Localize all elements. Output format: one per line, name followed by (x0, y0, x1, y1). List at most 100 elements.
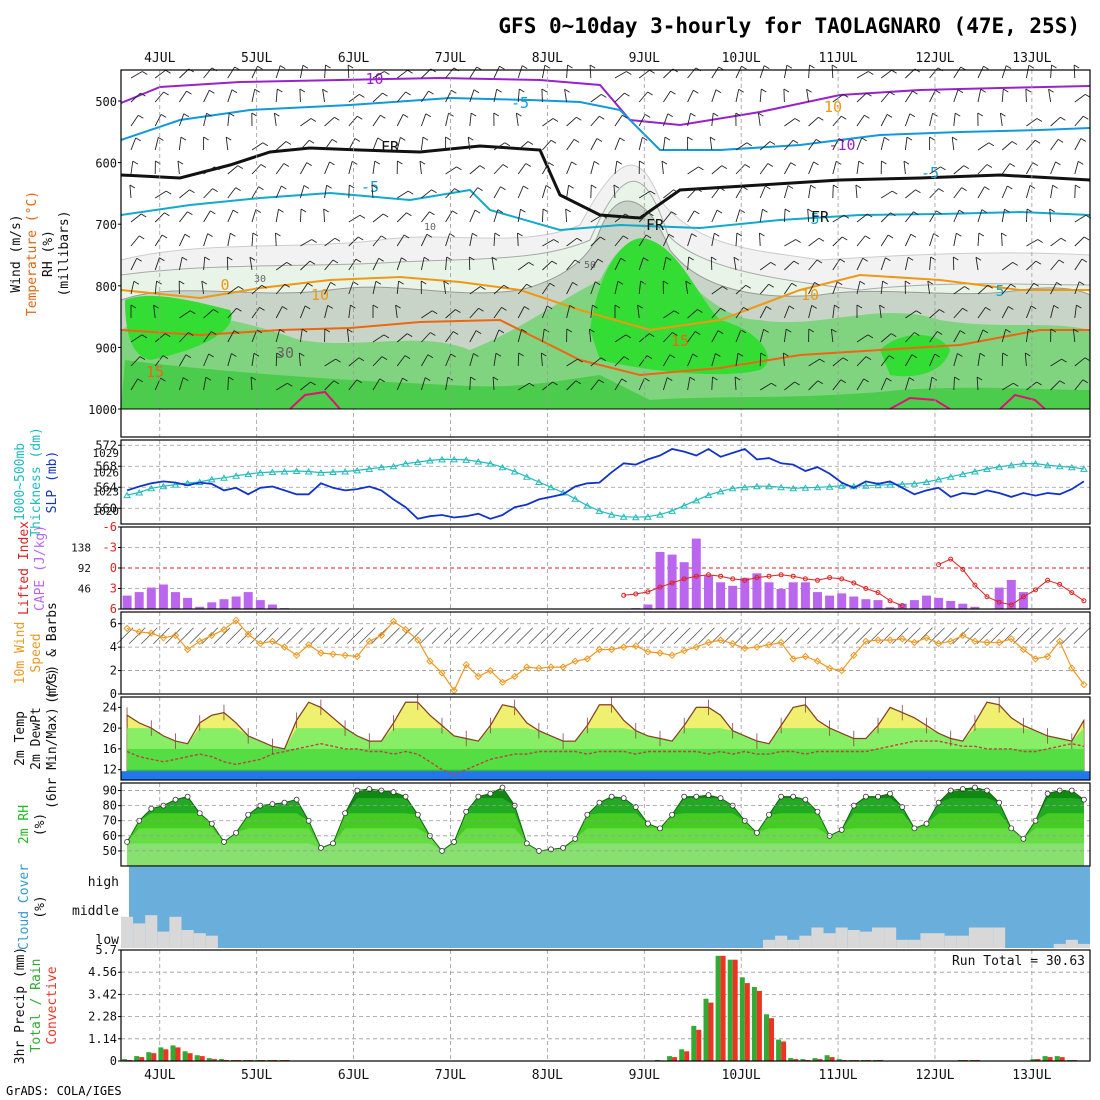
upper-wind-barb (832, 305, 835, 319)
upper-wind-barb (856, 92, 867, 103)
upper-wind-barb (977, 329, 984, 343)
temp-panel-frame (120, 696, 1091, 781)
wind-speed-point (1080, 680, 1088, 689)
low-cloud-bar (835, 927, 848, 948)
upper-wind-barb-flag (235, 187, 241, 191)
upper-wind-barb-flag (841, 115, 847, 120)
upper-wind-barb (275, 163, 285, 175)
cape-bar (740, 577, 750, 609)
upper-wind-barb (179, 332, 189, 343)
upper-wind-barb-flag (961, 187, 967, 191)
low-cloud-bar (775, 935, 788, 948)
wind-speed-point (304, 641, 313, 649)
upper-wind-barb (711, 187, 720, 199)
upper-wind-barb-flag (643, 257, 649, 262)
upper-wind-barb-flag (915, 310, 922, 315)
upper-wind-barb (1001, 306, 1009, 319)
upper-wind-barb (588, 329, 592, 343)
upper-wind-barb-flag (1081, 258, 1088, 263)
upper-wind-barb-flag (614, 304, 621, 309)
upper-wind-barb-flag (518, 352, 524, 357)
upper-wind-barb (1074, 214, 1087, 223)
upper-wind-barb-flag (689, 376, 696, 381)
upper-wind-barb (298, 352, 301, 367)
upper-wind-barb (734, 376, 737, 391)
upper-wind-barb-flag (210, 210, 216, 215)
prec-axis-label: Total / Rain (29, 959, 44, 1053)
thickness-point (510, 468, 519, 475)
contour-label: 10 (424, 222, 436, 233)
upper-wind-barb (977, 142, 990, 151)
upper-wind-barb-flag (526, 283, 532, 288)
upper-wind-barb-flag (523, 185, 529, 190)
upper-wind-barb (879, 305, 882, 319)
upper-wind-barb (1025, 65, 1030, 79)
lifted-index-point (936, 562, 942, 568)
upper-wind-barb-flag (589, 328, 595, 333)
upper-wind-barb (1074, 258, 1083, 271)
upper-wind-barb-flag (664, 136, 671, 141)
pressure-tick-label: 500 (95, 95, 117, 109)
upper-wind-barb-flag (1053, 305, 1059, 309)
upper-wind-barb-flag (1025, 88, 1032, 93)
upper-wind-barb-flag (744, 164, 751, 168)
upper-wind-barb (784, 118, 796, 127)
upper-wind-barb-flag (383, 334, 390, 339)
upper-wind-barb-flag (765, 185, 771, 190)
upper-wind-barb (129, 184, 132, 199)
upper-wind-barb (371, 184, 374, 199)
wind-speed-point (256, 639, 265, 648)
upper-wind-barb (832, 281, 838, 295)
temperature-contour-plus5 (120, 188, 1091, 232)
surface-wind-barb (528, 627, 546, 645)
wind-speed-point (523, 663, 531, 671)
upper-wind-barb (784, 260, 795, 271)
upper-wind-barb-flag (806, 88, 812, 93)
upper-wind-barb (977, 89, 982, 103)
upper-wind-barb-flag (334, 237, 341, 242)
upper-wind-barb (203, 90, 210, 103)
upper-wind-barb-flag (597, 258, 604, 263)
lifted-index-point (693, 573, 699, 579)
upper-wind-barb-flag (456, 166, 462, 171)
upper-wind-barb-flag (214, 166, 220, 171)
upper-wind-barb-flag (672, 332, 678, 336)
surface-wind-barb (116, 627, 134, 645)
upper-wind-barb-flag (455, 309, 461, 313)
rh-point (342, 810, 348, 817)
upper-wind-barb (784, 381, 795, 391)
upper-wind-barb (153, 305, 156, 319)
upper-wind-barb (711, 307, 721, 319)
upper-wind-barb-flag (382, 92, 388, 97)
upper-wind-barb (300, 282, 309, 295)
cape-bar (134, 592, 144, 609)
upper-wind-barb (590, 184, 592, 199)
surface-wind-barb (383, 627, 400, 645)
upper-wind-barb (1074, 94, 1086, 103)
thickness-point (1031, 460, 1040, 467)
upper-wind-barb-flag (771, 382, 777, 387)
wind-speed-point (426, 657, 434, 665)
upper-wind-barb (493, 142, 506, 151)
upper-wind-barb (469, 209, 476, 223)
upper-wind-barb (517, 283, 528, 295)
upper-wind-barb-flag (1060, 116, 1066, 121)
upper-wind-barb-flag (335, 358, 341, 363)
wind-speed-point (389, 617, 398, 626)
low-cloud-bar (799, 935, 812, 948)
upper-wind-barb-flag (213, 309, 219, 313)
wind-speed-point (292, 651, 301, 660)
upper-wind-barb (249, 257, 253, 271)
upper-wind-barb-flag (571, 161, 577, 166)
upper-wind-barb (975, 257, 979, 271)
upper-wind-barb-flag (188, 332, 194, 336)
lifted-index-point (1081, 598, 1087, 604)
cape-bar (158, 584, 168, 609)
upper-wind-barb (517, 209, 521, 223)
surface-wind-barb (468, 627, 485, 645)
wind-tick-label: 0 (110, 687, 117, 701)
precip-total-bar (158, 1047, 164, 1061)
upper-wind-barb-flag (662, 280, 669, 285)
upper-wind-barb (759, 163, 769, 175)
upper-wind-barb-flag (1011, 141, 1018, 145)
